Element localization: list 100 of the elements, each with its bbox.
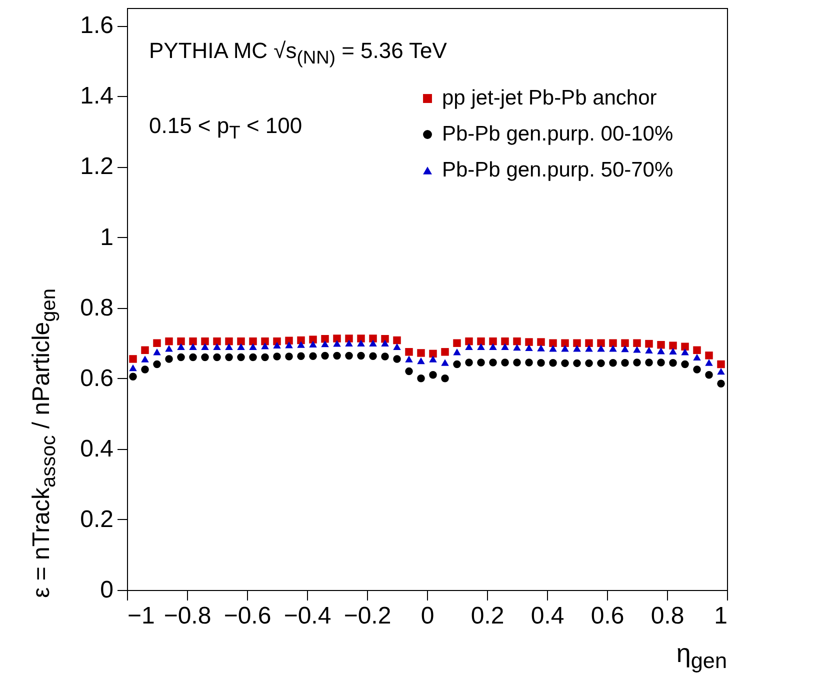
point (465, 358, 473, 366)
point (297, 341, 305, 348)
x-tick-label: −0.4 (284, 602, 332, 630)
y-tick-label: 0.2 (80, 506, 114, 533)
point (717, 380, 725, 388)
x-tick-label: 0 (420, 602, 434, 630)
point (489, 337, 497, 346)
point (369, 352, 377, 360)
point (597, 345, 605, 352)
point (309, 340, 317, 348)
point (477, 343, 485, 350)
point (321, 334, 329, 343)
point (381, 352, 389, 360)
point (573, 339, 581, 347)
point (213, 353, 221, 362)
point (249, 343, 257, 350)
point (141, 366, 149, 374)
point (189, 353, 197, 362)
y-tick-label: 1.4 (80, 82, 114, 110)
point (297, 352, 305, 360)
x-tick-label: 0.2 (470, 602, 504, 630)
point (285, 336, 293, 344)
legend-label: pp jet-jet Pb-Pb anchor (442, 86, 657, 110)
point (693, 346, 701, 354)
point (477, 337, 485, 346)
x-tick-label: 0.4 (530, 602, 564, 630)
point (333, 340, 341, 347)
point (249, 337, 257, 346)
point (153, 348, 161, 356)
point (441, 359, 449, 366)
point (429, 356, 437, 362)
point (573, 345, 581, 352)
point (345, 334, 353, 342)
point (645, 340, 653, 348)
point (453, 348, 461, 356)
point (237, 343, 245, 350)
point (405, 356, 413, 362)
point (177, 353, 185, 362)
point (213, 337, 221, 346)
point (201, 353, 209, 362)
point (153, 360, 161, 368)
point (621, 358, 629, 367)
point (561, 345, 569, 352)
point (417, 374, 425, 382)
x-tick-label: −0.2 (344, 602, 392, 630)
annotation: 0.15 < p$_{T}$ < 100 (149, 113, 302, 144)
y-tick-label: 1.6 (80, 12, 114, 40)
point (549, 358, 557, 367)
point (381, 340, 389, 346)
x-tick-label: −0.6 (224, 602, 272, 630)
point (513, 358, 521, 366)
point (357, 340, 365, 346)
point (249, 353, 257, 362)
y-tick-label: 0 (100, 576, 114, 604)
point (597, 359, 605, 368)
point (633, 358, 641, 366)
legend-label: Pb-Pb gen.purp. 50-70% (442, 158, 674, 182)
point (441, 374, 449, 382)
point (381, 334, 389, 343)
y-tick-label: 1 (100, 224, 114, 251)
point (177, 337, 185, 346)
point (237, 337, 245, 346)
point (369, 334, 377, 342)
x-tick-label: 1 (714, 602, 728, 630)
point (345, 340, 353, 346)
point (321, 340, 329, 348)
point (429, 370, 437, 379)
point (309, 352, 317, 360)
point (213, 343, 221, 350)
point (633, 346, 641, 353)
point (465, 343, 473, 350)
point (669, 342, 677, 350)
x-tick-label: 0.8 (650, 602, 684, 630)
point (489, 343, 497, 350)
point (525, 344, 533, 352)
point (261, 342, 269, 350)
point (693, 354, 701, 361)
point (501, 343, 509, 350)
point (681, 342, 689, 350)
point (585, 345, 593, 352)
annotation: PYTHIA MC √s$_{(NN)}$ = 5.36 TeV (149, 38, 447, 68)
point (489, 358, 497, 366)
point (717, 368, 725, 375)
point (141, 356, 149, 362)
point (657, 347, 665, 354)
point (621, 345, 629, 352)
point (345, 352, 353, 360)
point (273, 342, 281, 349)
point (513, 337, 521, 346)
point (693, 366, 701, 374)
point (585, 359, 593, 368)
x-tick-label: −0.8 (164, 602, 212, 630)
point (129, 372, 137, 380)
point (525, 338, 533, 346)
point (141, 346, 149, 354)
point (357, 334, 365, 342)
point (321, 352, 329, 360)
y-tick-label: 0.4 (80, 435, 114, 462)
point (669, 348, 677, 355)
point (645, 358, 653, 366)
